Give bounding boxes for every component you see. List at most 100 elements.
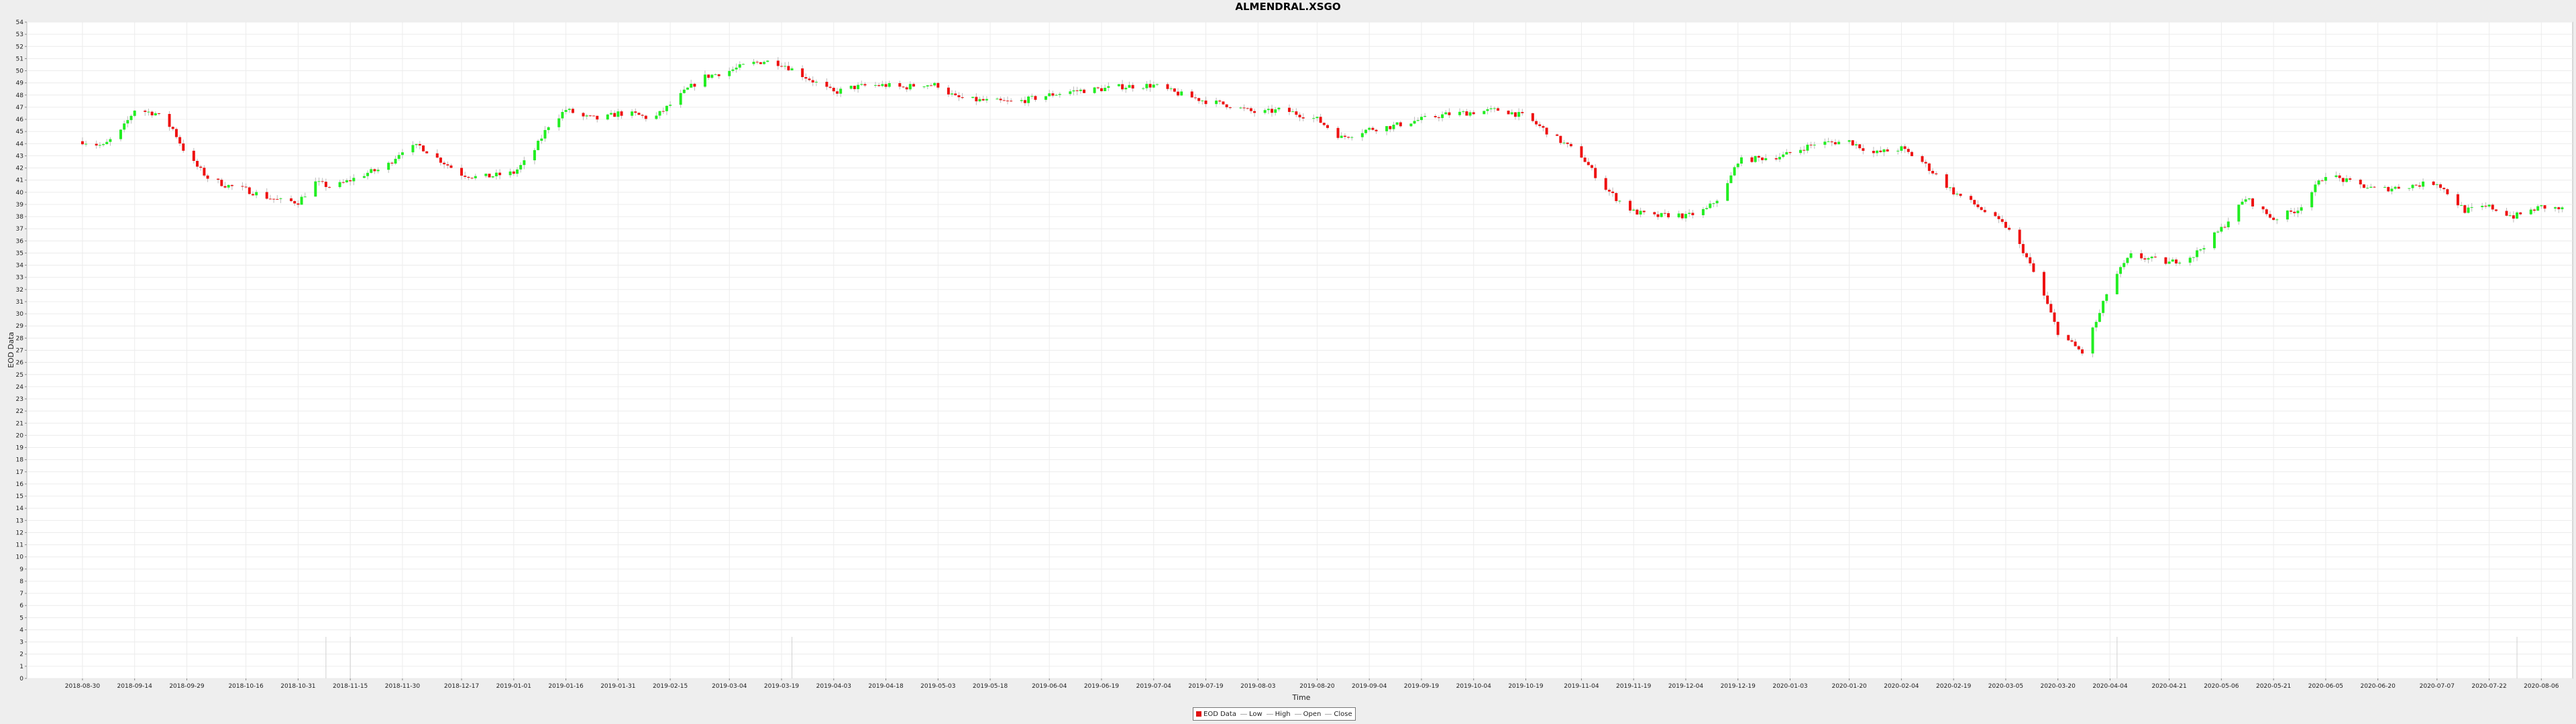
candle-body xyxy=(1419,117,1423,121)
candle-body xyxy=(853,85,856,89)
candle-body xyxy=(857,84,860,89)
candle-body xyxy=(1483,111,1486,115)
candle-body xyxy=(2519,212,2522,215)
y-tick-label: 34 xyxy=(16,263,24,269)
candle-body xyxy=(1253,111,1256,113)
candle-body xyxy=(752,62,755,64)
grid-lines xyxy=(27,21,2573,679)
x-tick-label: 2019-11-19 xyxy=(1616,683,1652,690)
candle-body xyxy=(1072,90,1075,92)
candle-body xyxy=(1660,213,1663,217)
candle-body xyxy=(561,112,564,119)
candle-body xyxy=(268,198,272,200)
candle-body xyxy=(898,83,902,87)
candle-body xyxy=(710,74,714,78)
candle-body xyxy=(2147,258,2150,260)
x-tick-label: 2019-01-31 xyxy=(600,683,635,690)
y-tick-label: 40 xyxy=(16,190,24,196)
x-tick-label: 2019-08-03 xyxy=(1240,683,1275,690)
candle-body xyxy=(366,172,370,176)
candle-body xyxy=(129,115,133,121)
candle-body xyxy=(321,181,324,182)
x-tick-label: 2018-10-16 xyxy=(228,683,264,690)
candle-body xyxy=(1837,141,1841,145)
candle-body xyxy=(297,203,300,205)
y-tick-label: 4 xyxy=(19,627,23,634)
candle-body xyxy=(1510,112,1513,115)
candle-body xyxy=(133,111,136,116)
candle-body xyxy=(276,198,279,200)
candle-body xyxy=(2338,175,2341,178)
candle-body xyxy=(105,141,109,145)
candle-body xyxy=(80,141,84,145)
candle-body xyxy=(665,105,668,111)
candle-body xyxy=(1886,149,1889,152)
candle-body xyxy=(888,83,891,87)
candle-body xyxy=(1642,210,1646,213)
y-tick-label: 2 xyxy=(19,652,23,658)
candle-body xyxy=(2004,221,2007,228)
candle-body xyxy=(557,118,561,127)
candle-body xyxy=(1945,174,1948,188)
candle-body xyxy=(1096,87,1099,88)
y-tick-label: 46 xyxy=(16,117,24,123)
candle-body xyxy=(1048,93,1051,97)
candle-body xyxy=(2244,199,2247,202)
candle-body xyxy=(1340,135,1343,138)
candle-body xyxy=(1093,87,1096,93)
candle-body xyxy=(2390,188,2394,192)
candle-body xyxy=(1079,89,1082,91)
candle-body xyxy=(362,176,366,178)
y-tick-label: 51 xyxy=(16,56,23,62)
candle-body xyxy=(1538,124,1542,127)
y-tick-label: 1 xyxy=(19,664,23,670)
candle-body xyxy=(2373,186,2376,188)
candle-body xyxy=(999,99,1002,101)
candle-body xyxy=(2341,178,2345,182)
candle-body xyxy=(2129,253,2133,258)
candle-body xyxy=(2414,184,2418,186)
y-tick-label: 24 xyxy=(16,384,24,391)
candle-body xyxy=(620,111,623,116)
candle-body xyxy=(1472,112,1475,115)
candle-body xyxy=(961,97,964,99)
candle-body xyxy=(537,140,540,150)
candle-body xyxy=(2192,257,2195,258)
candle-body xyxy=(2275,219,2279,221)
x-tick-label: 2020-03-20 xyxy=(2041,683,2076,690)
y-tick-label: 36 xyxy=(16,238,24,245)
candle-body xyxy=(1002,100,1006,101)
candle-body xyxy=(2220,227,2223,232)
candle-body xyxy=(2349,178,2352,180)
candle-body xyxy=(1295,111,1298,115)
candle-body xyxy=(2383,186,2387,188)
candle-body xyxy=(776,60,780,66)
candle-body xyxy=(766,60,769,62)
candle-body xyxy=(154,113,157,116)
candle-body xyxy=(1583,158,1587,162)
candle-body xyxy=(1983,210,1986,213)
candle-body xyxy=(596,115,599,120)
candle-body xyxy=(1434,116,1437,117)
candle-body xyxy=(411,145,415,153)
candle-body xyxy=(2199,249,2202,251)
candle-body xyxy=(241,186,244,187)
candle-body xyxy=(85,143,88,145)
candle-body xyxy=(1827,141,1830,143)
candle-body xyxy=(1521,112,1524,113)
candle-body xyxy=(390,162,394,164)
x-tick-label: 2019-07-04 xyxy=(1136,683,1172,690)
candle-body xyxy=(1145,84,1148,88)
y-tick-label: 7 xyxy=(19,591,23,597)
candle-body xyxy=(168,113,171,127)
candle-body xyxy=(523,160,526,166)
candle-body xyxy=(863,84,867,86)
candle-body xyxy=(1594,168,1597,178)
candle-body xyxy=(933,82,936,86)
candle-body xyxy=(1204,101,1208,105)
candle-body xyxy=(2397,186,2400,189)
candle-body xyxy=(1830,141,1833,143)
candle-body xyxy=(2411,184,2414,188)
y-tick-label: 49 xyxy=(16,80,24,87)
candle-body xyxy=(717,74,720,76)
